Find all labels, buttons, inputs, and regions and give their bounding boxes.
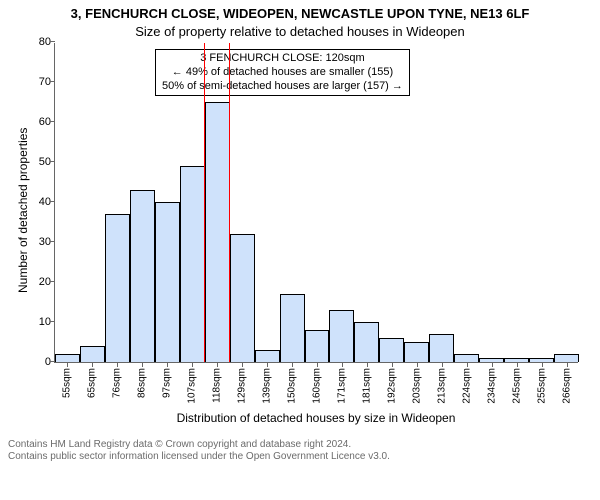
x-tick-mark (167, 362, 168, 367)
y-tick-label: 80 (39, 36, 55, 48)
info-line-2: ← 49% of detached houses are smaller (15… (162, 66, 403, 80)
plot-area: 3 FENCHURCH CLOSE: 120sqm ← 49% of detac… (54, 43, 578, 363)
x-tick-label: 150sqm (287, 368, 298, 404)
histogram-bar (230, 234, 255, 362)
x-tick-label: 107sqm (187, 368, 198, 404)
histogram-bar (180, 166, 205, 362)
y-tick-mark (50, 161, 55, 162)
y-tick-mark (50, 321, 55, 322)
y-axis-label: Number of detached properties (16, 127, 30, 292)
y-tick-label: 20 (39, 276, 55, 288)
histogram-bar (205, 102, 230, 362)
y-tick-label: 60 (39, 116, 55, 128)
x-tick-mark (192, 362, 193, 367)
x-tick-label: 76sqm (112, 368, 123, 398)
title-sub: Size of property relative to detached ho… (0, 22, 600, 40)
x-tick-mark (417, 362, 418, 367)
x-tick-label: 160sqm (312, 368, 323, 404)
footer-line-2: Contains public sector information licen… (8, 451, 592, 463)
x-tick-label: 129sqm (237, 368, 248, 404)
histogram-bar (305, 330, 330, 362)
x-tick-label: 213sqm (436, 368, 447, 404)
y-tick-label: 40 (39, 196, 55, 208)
x-tick-label: 171sqm (336, 368, 347, 404)
x-tick-mark (392, 362, 393, 367)
x-tick-mark (492, 362, 493, 367)
histogram-bar (554, 354, 579, 362)
x-tick-label: 192sqm (386, 368, 397, 404)
footer-line-1: Contains HM Land Registry data © Crown c… (8, 439, 592, 451)
x-tick-mark (317, 362, 318, 367)
histogram-bar (130, 190, 155, 362)
x-tick-label: 65sqm (87, 368, 98, 398)
x-tick-label: 224sqm (461, 368, 472, 404)
info-line-3: 50% of semi-detached houses are larger (… (162, 80, 403, 94)
histogram-bar (429, 334, 454, 362)
y-tick-label: 50 (39, 156, 55, 168)
x-tick-mark (342, 362, 343, 367)
y-tick-mark (50, 281, 55, 282)
x-tick-mark (367, 362, 368, 367)
histogram-bar (404, 342, 429, 362)
x-tick-label: 234sqm (486, 368, 497, 404)
y-tick-label: 0 (45, 356, 55, 368)
histogram-bar (55, 354, 80, 362)
x-tick-mark (142, 362, 143, 367)
histogram-bar (280, 294, 305, 362)
y-tick-mark (50, 201, 55, 202)
x-tick-mark (517, 362, 518, 367)
x-tick-label: 266sqm (561, 368, 572, 404)
x-axis-label: Distribution of detached houses by size … (54, 411, 578, 425)
y-tick-mark (50, 41, 55, 42)
x-tick-mark (117, 362, 118, 367)
x-tick-mark (567, 362, 568, 367)
x-tick-mark (442, 362, 443, 367)
histogram-bar (80, 346, 105, 362)
y-tick-label: 30 (39, 236, 55, 248)
x-tick-mark (92, 362, 93, 367)
histogram-bar (105, 214, 130, 362)
x-tick-mark (467, 362, 468, 367)
title-main: 3, FENCHURCH CLOSE, WIDEOPEN, NEWCASTLE … (0, 0, 600, 22)
x-tick-label: 203sqm (411, 368, 422, 404)
info-box: 3 FENCHURCH CLOSE: 120sqm ← 49% of detac… (155, 49, 410, 96)
histogram-bar (255, 350, 280, 362)
chart-area: 3 FENCHURCH CLOSE: 120sqm ← 49% of detac… (0, 39, 600, 439)
x-tick-mark (292, 362, 293, 367)
histogram-bar (354, 322, 379, 362)
histogram-bar (379, 338, 404, 362)
x-tick-label: 86sqm (137, 368, 148, 398)
x-tick-label: 255sqm (536, 368, 547, 404)
marker-line (204, 43, 205, 362)
x-tick-label: 139sqm (262, 368, 273, 404)
x-tick-label: 118sqm (212, 368, 223, 403)
chart-titles: 3, FENCHURCH CLOSE, WIDEOPEN, NEWCASTLE … (0, 0, 600, 39)
y-tick-mark (50, 81, 55, 82)
x-tick-mark (542, 362, 543, 367)
histogram-bar (329, 310, 354, 362)
x-tick-mark (217, 362, 218, 367)
x-tick-mark (267, 362, 268, 367)
y-tick-label: 10 (39, 316, 55, 328)
footer: Contains HM Land Registry data © Crown c… (0, 439, 600, 463)
x-tick-mark (67, 362, 68, 367)
y-tick-label: 70 (39, 76, 55, 88)
info-line-1: 3 FENCHURCH CLOSE: 120sqm (162, 52, 403, 66)
x-tick-label: 55sqm (62, 368, 73, 398)
histogram-bar (454, 354, 479, 362)
x-tick-label: 181sqm (361, 368, 372, 404)
x-tick-label: 245sqm (511, 368, 522, 404)
x-tick-label: 97sqm (162, 368, 173, 398)
y-tick-mark (50, 121, 55, 122)
histogram-bar (155, 202, 180, 362)
marker-line (229, 43, 230, 362)
y-tick-mark (50, 241, 55, 242)
x-tick-mark (242, 362, 243, 367)
